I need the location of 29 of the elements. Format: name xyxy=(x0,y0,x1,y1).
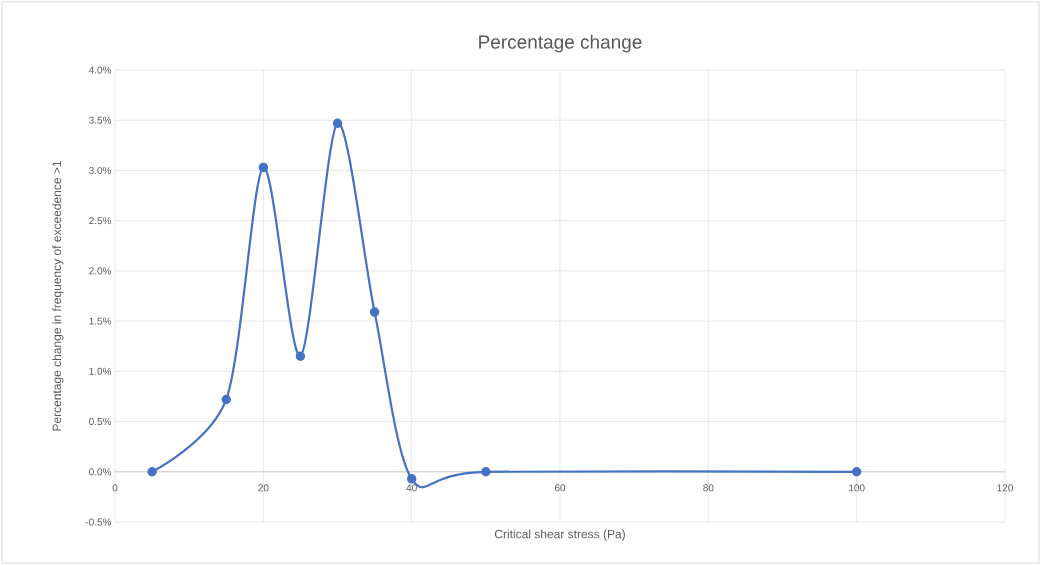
x-tick-label: 80 xyxy=(703,484,714,492)
point xyxy=(221,394,231,405)
y-tick-label: 3.5% xyxy=(89,116,112,124)
point xyxy=(332,118,343,128)
y-tick-label: 1.5% xyxy=(89,317,112,325)
y-tick-label: 3.0% xyxy=(89,166,112,174)
y-tick-label: 0.0% xyxy=(89,468,112,476)
x-tick-label: 60 xyxy=(554,484,566,492)
chart-title: Percentage change xyxy=(479,34,642,53)
y-axis-title: Percentage change in frequency of exceedence >1 xyxy=(52,161,64,431)
y-tick-label: 0.5% xyxy=(89,418,112,426)
point xyxy=(406,474,417,484)
y-tick-label: 2.5% xyxy=(89,217,112,225)
point xyxy=(481,467,491,477)
point xyxy=(295,351,306,361)
y-tick-label: -0.5% xyxy=(85,518,112,526)
y-tick-label: 2.0% xyxy=(89,267,112,275)
x-axis-title: Critical shear stress (Pa) xyxy=(494,529,625,541)
x-tick-label: 100 xyxy=(849,484,865,492)
point xyxy=(147,467,157,477)
point xyxy=(851,467,862,477)
y-tick-label: 4.0% xyxy=(88,66,112,74)
x-tick-label: 40 xyxy=(406,484,417,492)
point xyxy=(258,162,269,173)
x-tick-label: 120 xyxy=(997,484,1013,492)
x-tick-label: 0 xyxy=(112,484,118,492)
y-tick-label: 1.0% xyxy=(89,367,112,375)
point xyxy=(369,307,380,317)
x-tick-label: 20 xyxy=(258,484,269,492)
